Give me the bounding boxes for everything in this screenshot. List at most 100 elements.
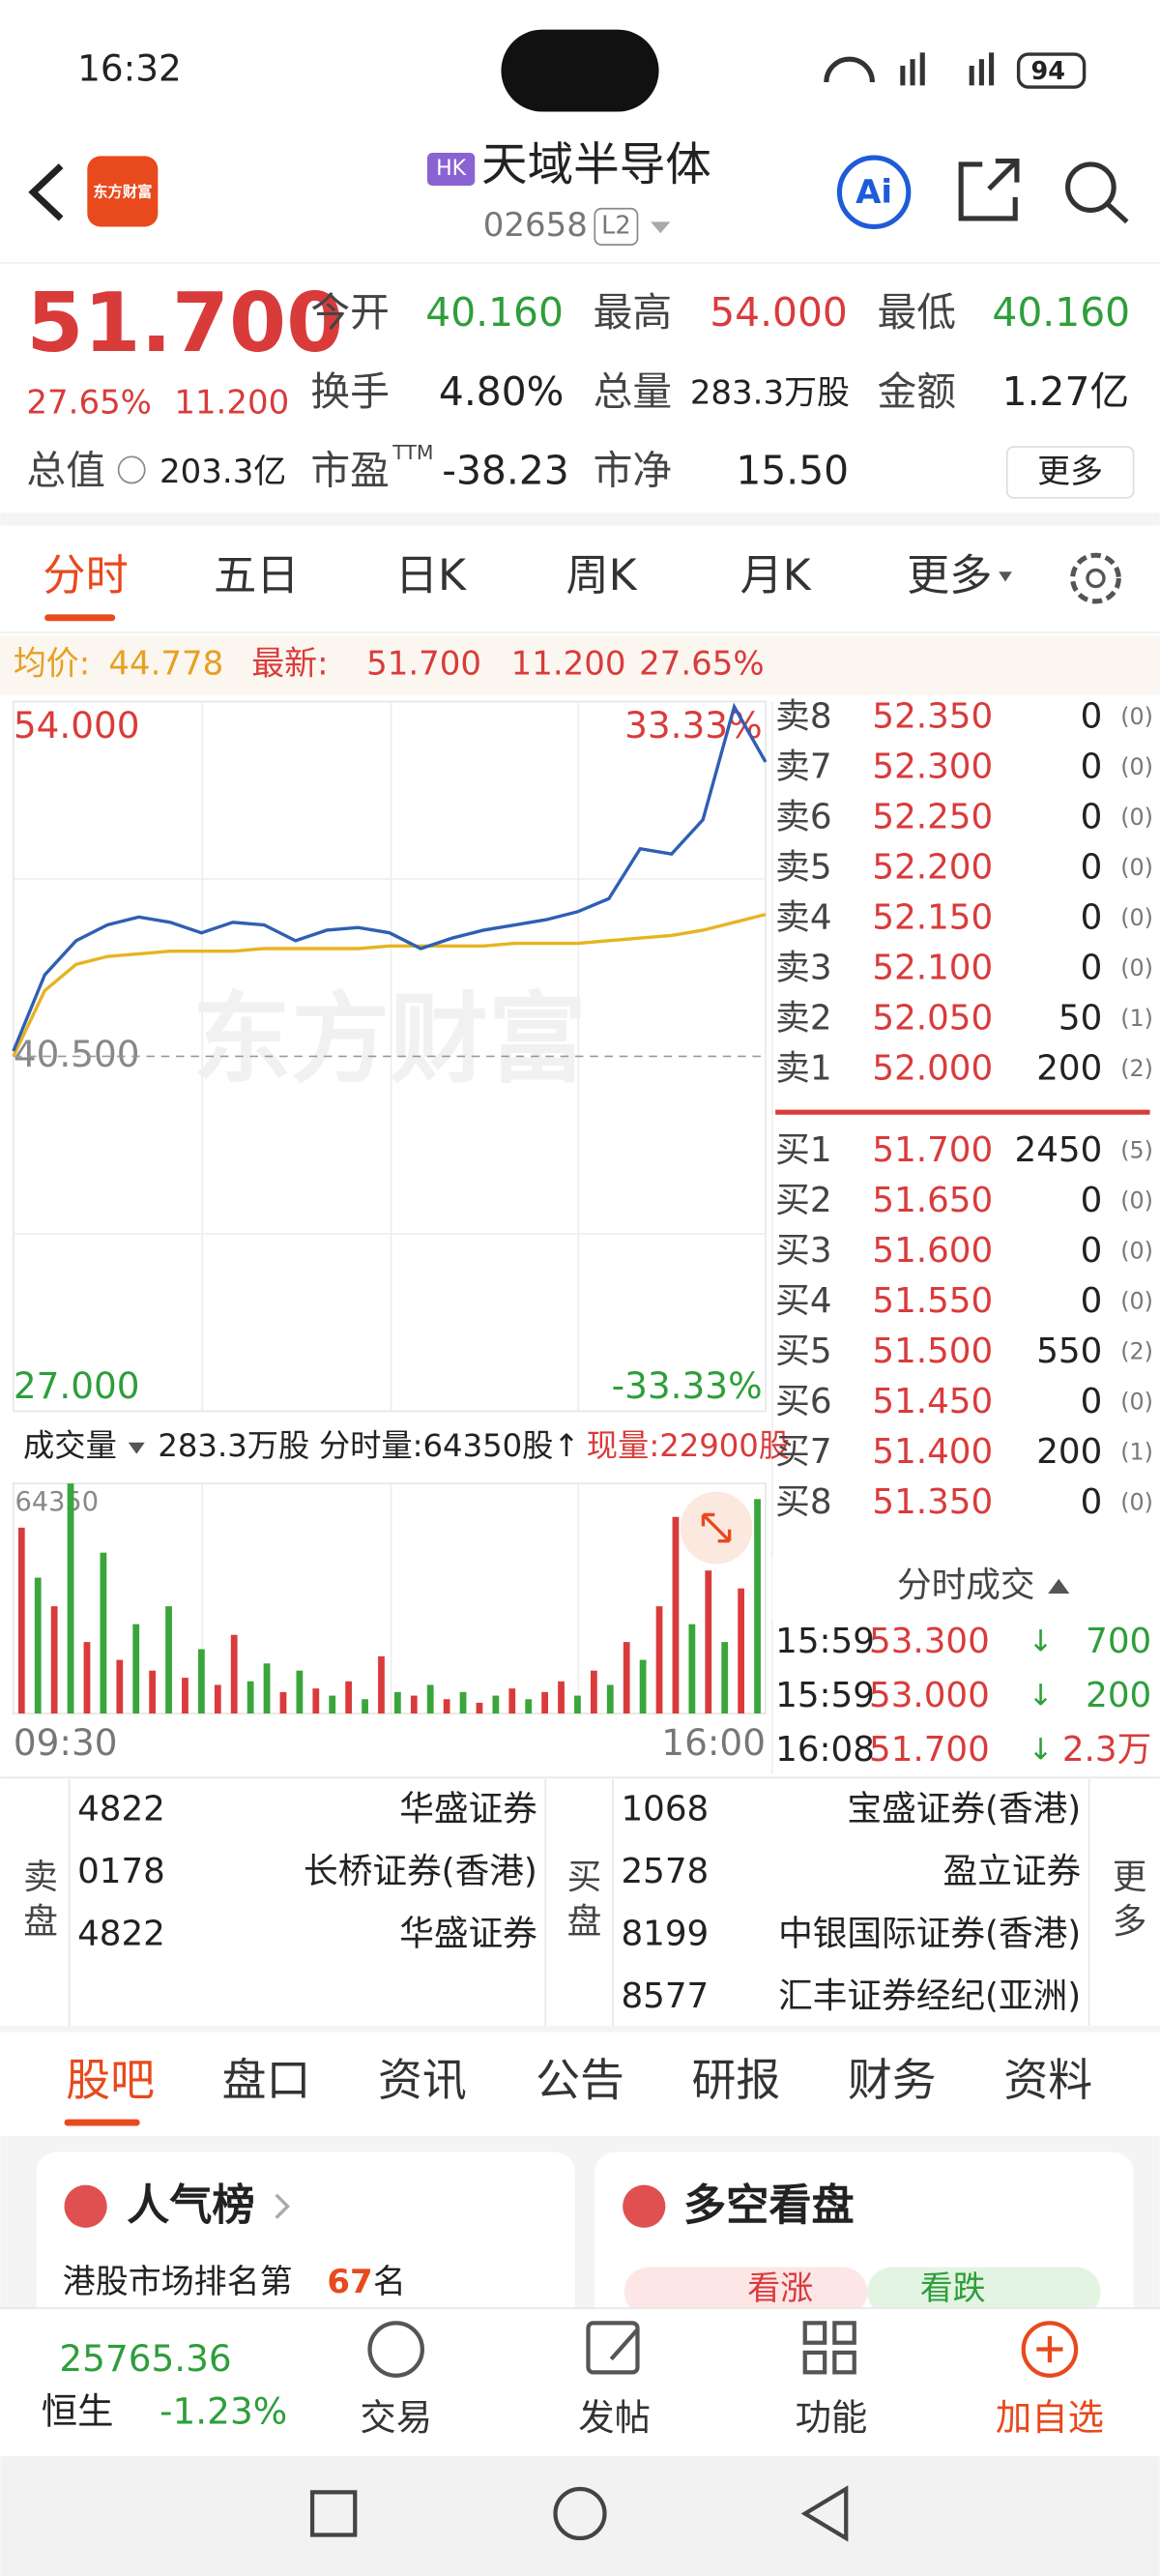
book-label: 买8 (775, 1482, 831, 1522)
tab[interactable]: 分时 (43, 551, 128, 600)
book-volume: 0 (1081, 797, 1103, 836)
book-price: 51.700 (872, 1130, 993, 1170)
volume-bar (182, 1678, 188, 1714)
tab[interactable]: 周K (566, 551, 638, 600)
y2-tick-label: -33.33% (612, 1364, 763, 1407)
search-button[interactable] (1065, 161, 1116, 214)
book-label: 卖5 (775, 847, 831, 887)
settings-button[interactable] (1070, 552, 1121, 604)
level-badge (594, 207, 639, 246)
more-button-text[interactable]: 更多 (1037, 453, 1103, 491)
book-price: 51.400 (872, 1432, 993, 1472)
volume-bar (558, 1681, 565, 1714)
book-price: 52.150 (872, 897, 993, 937)
book-orders: (1) (1120, 1438, 1153, 1465)
volume-bar (639, 1659, 647, 1714)
volume-bar (378, 1655, 385, 1714)
recents-button[interactable] (309, 2490, 358, 2537)
avg-line (12, 913, 767, 1058)
volume-bar (50, 1606, 58, 1714)
more-button[interactable] (1005, 446, 1135, 499)
book-orders: (0) (1120, 703, 1153, 730)
field-label: 市盈 (310, 447, 390, 493)
down-button[interactable] (867, 2267, 1101, 2317)
up-button-text[interactable]: 看涨 (747, 2269, 813, 2308)
book-orders: (0) (1120, 1287, 1153, 1314)
tab[interactable]: 日K (395, 551, 467, 600)
avg-label: 均价: (14, 645, 90, 684)
x-tick-label: 16:00 (661, 1721, 766, 1764)
book-orders: (2) (1120, 1337, 1153, 1364)
volume-chart-frame (13, 1482, 767, 1714)
index-value: 25765.36 (59, 2337, 231, 2380)
broker-name: 华盛证券 (399, 1914, 537, 1953)
last-value: 51.700 (366, 645, 481, 684)
tab-underline (64, 2119, 140, 2126)
book-label: 买4 (775, 1281, 831, 1321)
volume-total: 283.3万股 (158, 1427, 309, 1464)
book-volume: 200 (1036, 1432, 1102, 1472)
field-label: 金额 (878, 368, 957, 415)
level-text: L2 (601, 211, 630, 240)
volume-bar (34, 1577, 42, 1714)
section-tab[interactable]: 股吧 (66, 2054, 155, 2106)
card[interactable] (36, 2152, 575, 2333)
broker-name: 盈立证券 (943, 1852, 1082, 1891)
book-orders: (0) (1120, 854, 1153, 881)
volume-bar (688, 1624, 696, 1714)
back-button[interactable] (28, 163, 64, 221)
indicator-select[interactable]: 成交量 (23, 1427, 117, 1464)
book-volume: 550 (1036, 1332, 1102, 1371)
trade-volume: 2.3万 (1062, 1730, 1151, 1770)
volume-bar (606, 1684, 614, 1714)
section-tab[interactable]: 财务 (848, 2054, 937, 2106)
current-volume: 现量:22900股 (587, 1427, 790, 1464)
action-button[interactable]: 发帖 (578, 2396, 651, 2439)
buy-label: 买盘 (562, 1859, 601, 1947)
battery-icon (1016, 52, 1087, 89)
card-text: 名 (373, 2263, 406, 2301)
volume-bar (312, 1688, 320, 1714)
broker-name: 中银国际证券(香港) (778, 1914, 1081, 1953)
section-tab[interactable]: 资料 (1003, 2054, 1092, 2106)
tab[interactable]: 五日 (214, 551, 299, 600)
trade-price: 53.000 (869, 1676, 990, 1715)
volume-bar (329, 1695, 336, 1714)
field-label: 最高 (594, 289, 673, 336)
volume-bar (476, 1702, 483, 1714)
up-button[interactable] (624, 2267, 868, 2317)
trade-price: 53.300 (869, 1622, 990, 1661)
dropdown-icon (128, 1442, 145, 1454)
section-tab[interactable]: 研报 (692, 2054, 781, 2106)
dropdown-icon[interactable] (651, 221, 671, 234)
tab[interactable]: 月K (740, 551, 812, 600)
share-button[interactable] (958, 158, 1020, 221)
volume-bar (67, 1483, 74, 1714)
y-tick-label: 27.000 (14, 1364, 140, 1407)
avg-price: 44.778 (108, 645, 223, 684)
volume-bar (230, 1634, 238, 1714)
down-button-text[interactable]: 看跌 (920, 2269, 986, 2308)
back-nav-button[interactable] (800, 2485, 849, 2542)
trades-header (771, 1557, 1160, 1621)
ai-button[interactable] (836, 155, 912, 230)
volume-bar (738, 1588, 744, 1714)
section-tab[interactable]: 资讯 (378, 2054, 467, 2106)
section-tab[interactable]: 盘口 (222, 2054, 311, 2106)
home-button[interactable] (553, 2486, 607, 2541)
market-badge-text: HK (436, 157, 467, 181)
field-label: 总值 (26, 447, 105, 493)
more-brokers[interactable]: 更多 (1107, 1859, 1146, 1947)
action-button[interactable]: 加自选 (996, 2396, 1104, 2439)
search-handle (1105, 201, 1129, 224)
volume-bar (590, 1670, 597, 1714)
section-tab[interactable]: 公告 (536, 2054, 624, 2106)
action-button[interactable]: 功能 (796, 2396, 868, 2439)
summary-band (0, 635, 1160, 695)
volume-bar (525, 1699, 533, 1714)
action-button[interactable]: 交易 (360, 2396, 432, 2439)
tab[interactable]: 更多 (907, 551, 992, 600)
volume-bar (296, 1670, 304, 1714)
y-tick-label: 64350 (15, 1487, 99, 1517)
